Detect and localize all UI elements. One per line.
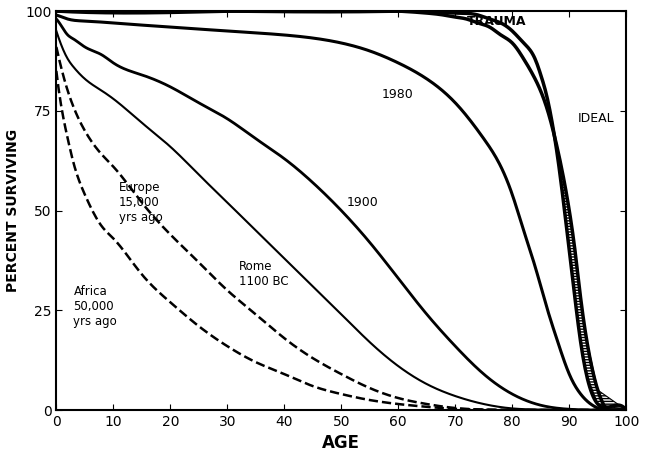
Text: Rome
1100 BC: Rome 1100 BC <box>239 261 288 289</box>
Text: IDEAL: IDEAL <box>578 112 615 125</box>
Text: Africa
50,000
yrs ago: Africa 50,000 yrs ago <box>74 285 117 328</box>
Text: 1980: 1980 <box>381 88 413 101</box>
Text: Europe
15,000
yrs ago: Europe 15,000 yrs ago <box>119 181 163 224</box>
Y-axis label: PERCENT SURVIVING: PERCENT SURVIVING <box>6 129 19 292</box>
Text: 1900: 1900 <box>347 196 379 209</box>
X-axis label: AGE: AGE <box>322 435 361 453</box>
Text: TRAUMA: TRAUMA <box>467 15 526 27</box>
